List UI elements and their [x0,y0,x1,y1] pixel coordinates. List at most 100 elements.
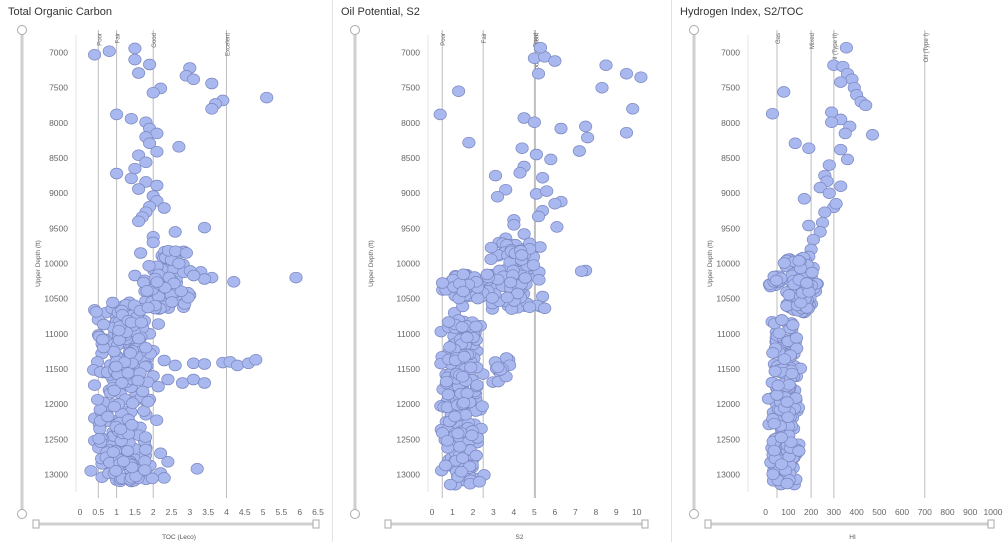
data-point[interactable] [84,465,98,477]
data-point[interactable] [249,354,263,366]
data-point[interactable] [169,245,183,257]
data-point[interactable] [101,410,115,423]
data-point[interactable] [150,414,164,426]
data-point[interactable] [626,103,640,115]
data-point[interactable] [554,122,568,135]
data-point[interactable] [451,427,465,440]
data-point[interactable] [538,302,552,315]
data-point[interactable] [433,108,447,121]
data-point[interactable] [792,445,806,457]
data-point[interactable] [572,145,586,157]
value-slider-right-handle[interactable] [987,519,995,529]
data-point[interactable] [140,285,154,297]
data-point[interactable] [172,257,186,270]
data-point[interactable] [805,266,819,279]
data-point[interactable] [128,162,142,175]
data-point[interactable] [205,103,219,115]
data-point[interactable] [186,357,201,370]
data-point[interactable] [767,444,781,457]
data-point[interactable] [800,277,814,289]
data-point[interactable] [774,458,789,470]
data-point[interactable] [102,45,116,57]
value-slider-right-handle[interactable] [312,519,320,529]
data-point[interactable] [440,434,454,447]
data-point[interactable] [595,81,609,94]
data-point[interactable] [141,395,155,408]
data-point[interactable] [126,397,140,409]
data-point[interactable] [818,206,832,218]
data-point[interactable] [457,350,471,363]
data-point[interactable] [131,374,145,387]
data-point[interactable] [518,272,532,284]
data-point[interactable] [289,271,303,284]
data-point[interactable] [87,379,102,391]
data-point[interactable] [464,361,478,374]
data-point[interactable] [792,255,806,267]
data-point[interactable] [527,116,541,128]
data-point[interactable] [435,277,450,289]
data-point[interactable] [574,265,589,277]
data-point[interactable] [455,321,469,333]
data-point[interactable] [619,126,634,139]
data-point[interactable] [517,228,531,240]
data-point[interactable] [471,292,485,305]
data-point[interactable] [150,127,164,140]
data-point[interactable] [834,143,848,156]
data-point[interactable] [485,292,499,304]
data-point[interactable] [469,320,483,333]
data-point[interactable] [456,285,470,298]
data-point[interactable] [186,73,201,86]
data-point[interactable] [531,210,546,223]
data-point[interactable] [523,301,537,313]
data-point[interactable] [840,153,855,166]
data-point[interactable] [774,431,788,444]
data-point[interactable] [151,380,165,393]
data-point[interactable] [134,316,148,329]
depth-slider-bottom-handle[interactable] [350,509,360,519]
data-point[interactable] [121,367,135,379]
data-point[interactable] [443,478,457,491]
data-point[interactable] [499,183,513,196]
depth-slider-bottom-handle[interactable] [689,509,699,519]
data-point[interactable] [526,259,541,271]
data-point[interactable] [150,145,164,158]
data-point[interactable] [128,53,142,66]
data-point[interactable] [838,127,852,140]
data-point[interactable] [550,221,564,233]
data-point[interactable] [134,247,148,259]
data-point[interactable] [141,301,155,314]
data-point[interactable] [470,379,484,391]
data-point[interactable] [190,463,204,475]
data-point[interactable] [829,197,843,210]
data-point[interactable] [136,385,150,398]
depth-slider-top-handle[interactable] [689,25,699,35]
data-point[interactable] [515,249,529,261]
data-point[interactable] [110,108,124,121]
depth-slider-top-handle[interactable] [17,25,27,35]
data-point[interactable] [797,193,811,205]
data-point[interactable] [536,171,550,184]
data-point[interactable] [448,410,462,423]
data-point[interactable] [475,400,489,412]
data-point[interactable] [439,459,453,472]
data-point[interactable] [154,447,168,460]
data-point[interactable] [834,180,848,192]
data-point[interactable] [788,137,802,150]
data-point[interactable] [781,411,795,423]
data-point[interactable] [112,324,126,337]
data-point[interactable] [532,274,546,286]
data-point[interactable] [777,353,792,365]
data-point[interactable] [484,241,498,254]
data-point[interactable] [765,107,780,120]
data-point[interactable] [151,318,165,330]
data-point[interactable] [172,141,186,153]
data-point[interactable] [132,183,146,195]
data-point[interactable] [174,285,188,297]
data-point[interactable] [581,131,595,144]
data-point[interactable] [619,67,634,80]
data-point[interactable] [782,378,796,391]
data-point[interactable] [143,58,157,71]
data-point[interactable] [138,431,153,443]
data-point[interactable] [455,452,470,464]
data-point[interactable] [767,417,781,430]
